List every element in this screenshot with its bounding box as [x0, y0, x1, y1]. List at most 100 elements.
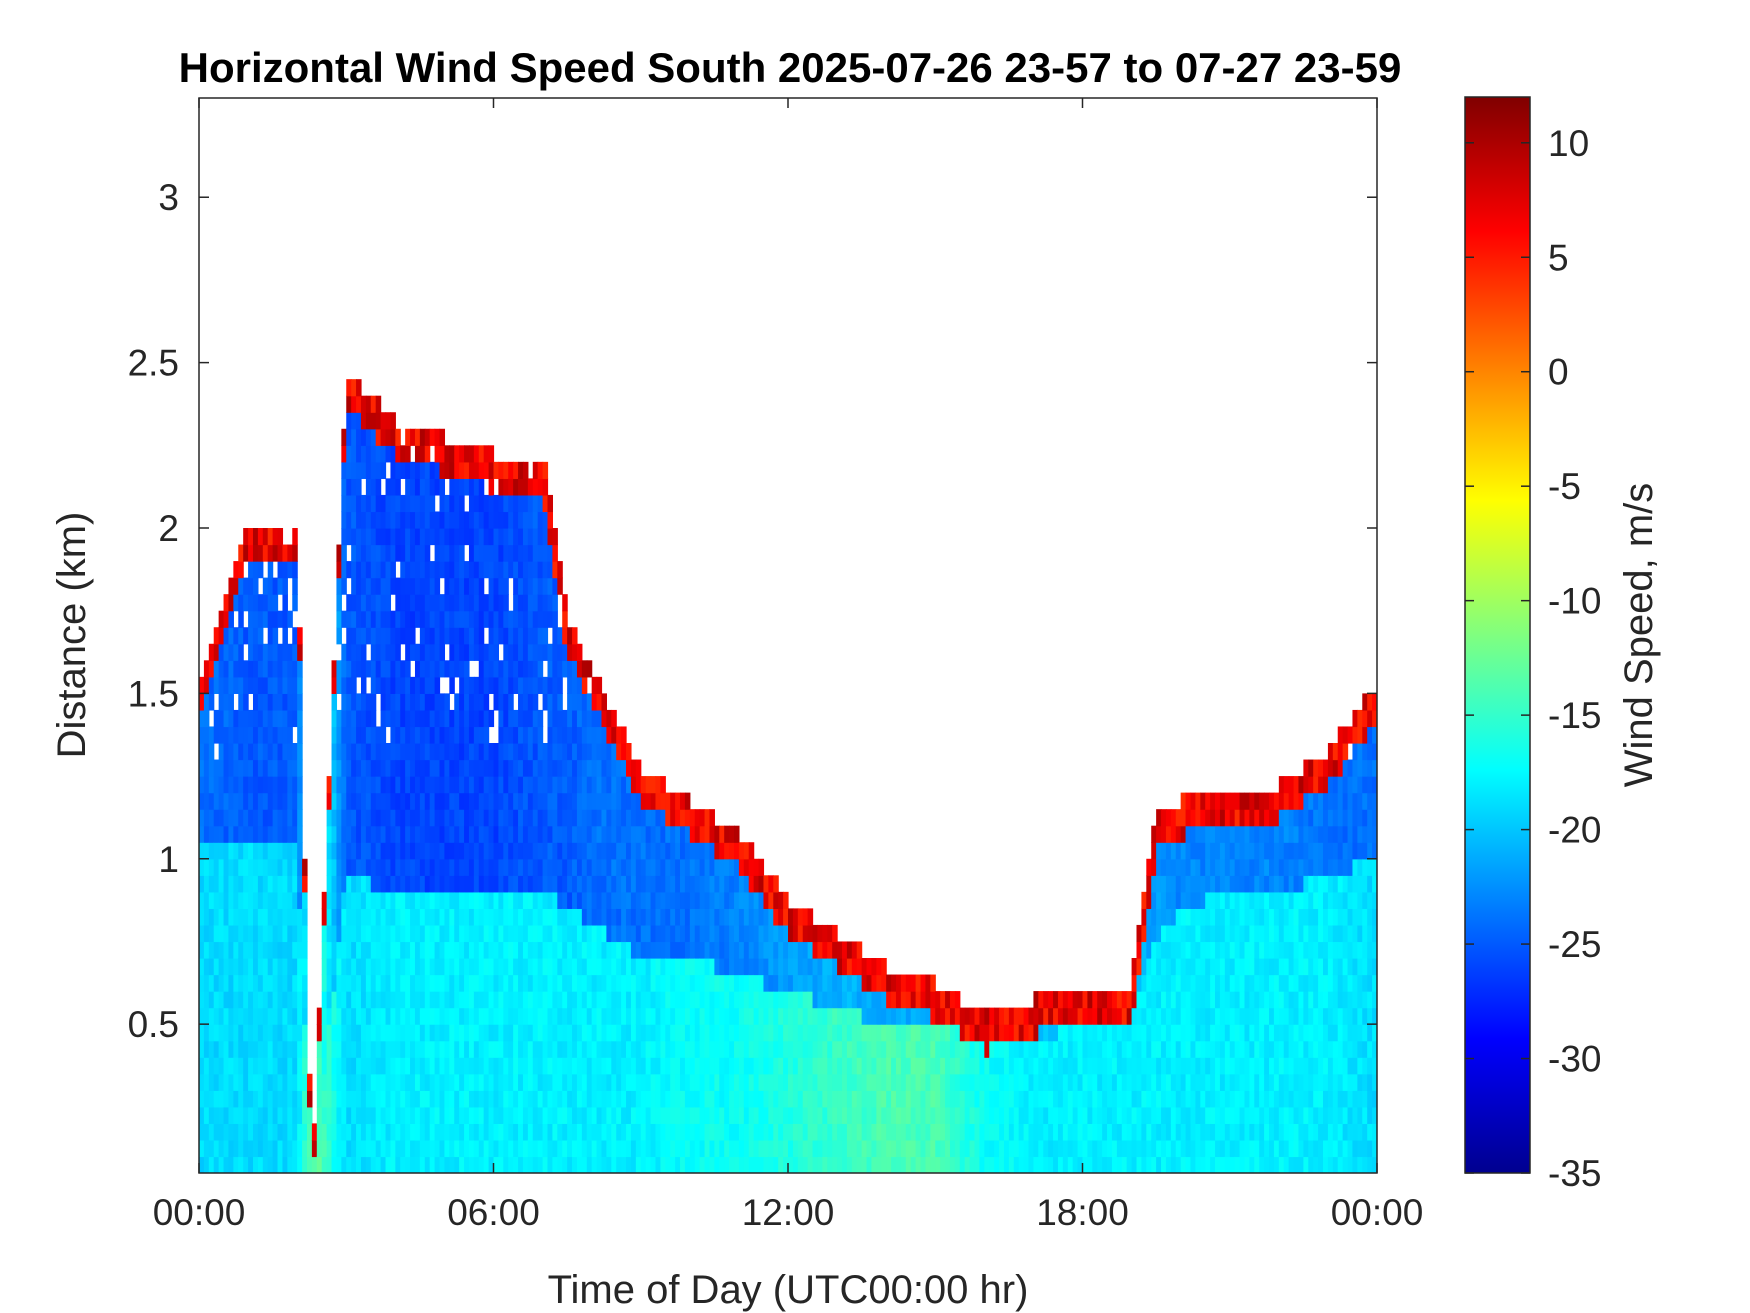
heatmap-cell: [542, 494, 549, 513]
heatmap-cell: [999, 1139, 1005, 1158]
heatmap-cell: [557, 676, 563, 694]
heatmap-cell: [635, 1156, 642, 1173]
heatmap-cell: [503, 941, 509, 959]
heatmap-cell: [1136, 941, 1142, 959]
heatmap-cell: [572, 1073, 578, 1091]
heatmap-cell: [734, 1139, 740, 1158]
heatmap-cell: [527, 478, 534, 496]
heatmap-cell: [238, 908, 244, 926]
heatmap-cell: [459, 908, 465, 926]
heatmap-cell: [464, 478, 470, 496]
heatmap-cell: [1028, 1156, 1035, 1173]
heatmap-cell: [709, 958, 715, 976]
heatmap-cell: [424, 842, 431, 860]
heatmap-cell: [1067, 1139, 1074, 1158]
heatmap-cell: [346, 676, 352, 694]
heatmap-cell: [518, 908, 524, 926]
heatmap-cell: [449, 1040, 455, 1058]
heatmap-cell: [621, 924, 627, 943]
heatmap-cell: [709, 1073, 715, 1091]
heatmap-cell: [586, 709, 593, 728]
heatmap-cell: [405, 891, 411, 909]
heatmap-cell: [508, 1123, 514, 1141]
heatmap-cell: [414, 842, 421, 860]
heatmap-cell: [238, 743, 244, 761]
heatmap-cell: [370, 776, 377, 794]
heatmap-cell: [542, 627, 549, 645]
heatmap-cell: [360, 511, 367, 529]
heatmap-cell: [1156, 958, 1162, 976]
heatmap-cell: [984, 1040, 990, 1058]
heatmap-cell: [562, 941, 568, 959]
heatmap-cell: [503, 577, 509, 595]
heatmap-cell: [493, 577, 500, 595]
heatmap-cell: [1077, 1024, 1084, 1042]
heatmap-cell: [419, 1090, 426, 1108]
heatmap-cell: [238, 792, 244, 810]
heatmap-cell: [459, 461, 465, 479]
heatmap-cell: [400, 660, 406, 678]
heatmap-cell: [532, 842, 539, 860]
heatmap-cell: [454, 577, 460, 595]
heatmap-cell: [370, 627, 377, 645]
heatmap-cell: [518, 461, 524, 479]
heatmap-cell: [851, 1040, 858, 1058]
heatmap-cell: [238, 941, 244, 959]
heatmap-cell: [630, 875, 637, 893]
heatmap-cell: [1092, 1090, 1098, 1108]
heatmap-cell: [400, 858, 406, 876]
heatmap-cell: [1087, 991, 1093, 1009]
heatmap-cell: [552, 974, 558, 992]
heatmap-cell: [483, 726, 490, 744]
heatmap-cell: [478, 660, 485, 678]
heatmap-cell: [1175, 1073, 1182, 1091]
heatmap-cell: [356, 643, 362, 661]
heatmap-cell: [400, 676, 406, 694]
heatmap-cell: [670, 1123, 676, 1141]
heatmap-cell: [228, 1156, 234, 1173]
heatmap-cell: [738, 1106, 745, 1124]
heatmap-cell: [1013, 1073, 1020, 1091]
heatmap-cell: [680, 875, 686, 893]
heatmap-cell: [498, 991, 504, 1009]
heatmap-cell: [493, 858, 500, 876]
heatmap-cell: [365, 511, 372, 529]
heatmap-cell: [414, 594, 421, 612]
heatmap-cell: [743, 1040, 750, 1058]
heatmap-cell: [630, 1007, 637, 1025]
heatmap-cell: [586, 1106, 593, 1124]
heatmap-cell: [498, 842, 504, 860]
heatmap-cell: [498, 776, 504, 794]
heatmap-cell: [640, 1123, 647, 1141]
heatmap-cell: [439, 908, 446, 926]
heatmap-cell: [331, 676, 338, 694]
heatmap-cell: [964, 1057, 971, 1075]
heatmap-cell: [483, 1139, 490, 1158]
heatmap-cell: [208, 1057, 215, 1075]
heatmap-cell: [645, 792, 652, 810]
heatmap-cell: [797, 1156, 804, 1173]
heatmap-cell: [635, 974, 642, 992]
heatmap-cell: [292, 875, 298, 893]
heatmap-cell: [719, 875, 725, 893]
heatmap-cell: [498, 1073, 504, 1091]
heatmap-cell: [1102, 1040, 1108, 1058]
heatmap-cell: [783, 1040, 789, 1058]
heatmap-cell: [277, 1156, 284, 1173]
heatmap-cell: [974, 1123, 981, 1141]
heatmap-cell: [243, 792, 249, 810]
heatmap-cell: [645, 1057, 652, 1075]
heatmap-cell: [886, 1040, 892, 1058]
heatmap-cell: [498, 941, 504, 959]
heatmap-cell: [257, 875, 264, 893]
heatmap-cell: [945, 1090, 951, 1108]
heatmap-cell: [822, 1057, 828, 1075]
heatmap-cell: [724, 958, 730, 976]
heatmap-cell: [989, 1139, 995, 1158]
heatmap-cell: [410, 1156, 416, 1173]
heatmap-cell: [576, 1024, 583, 1042]
heatmap-cell: [360, 1057, 367, 1075]
heatmap-cell: [341, 1156, 347, 1173]
heatmap-cell: [459, 792, 465, 810]
heatmap-cell: [513, 1090, 519, 1108]
